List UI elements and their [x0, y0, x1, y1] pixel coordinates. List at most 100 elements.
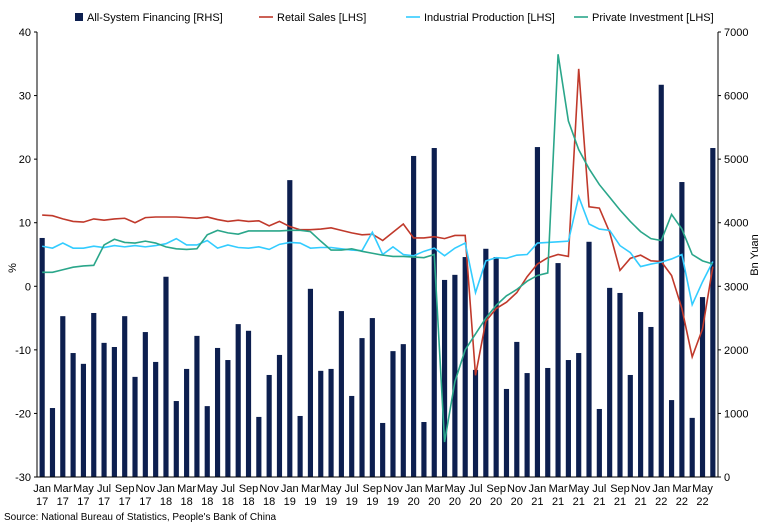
bar [80, 363, 87, 477]
bar [297, 415, 303, 477]
legend-label: All-System Financing [RHS] [87, 12, 223, 24]
bar [493, 257, 499, 477]
x-tick-label: Mar 19 [301, 483, 320, 508]
y-axis-label: % [7, 263, 19, 273]
x-tick-label: Sep 18 [239, 483, 259, 508]
bar [184, 368, 190, 477]
x-tick-label: May 22 [692, 483, 713, 508]
x-tick-label: Nov 20 [507, 483, 527, 508]
bar [359, 338, 365, 477]
bar [101, 342, 107, 477]
bar [555, 263, 561, 477]
bar [173, 401, 179, 477]
line-series [42, 54, 714, 443]
bar [565, 360, 571, 477]
bar [328, 368, 334, 477]
bar [658, 84, 664, 477]
bar [307, 288, 314, 477]
bar [596, 408, 602, 477]
bar [617, 292, 623, 477]
y-tick-label: 0 [25, 281, 31, 293]
x-tick-label: Sep 21 [610, 483, 630, 508]
x-tick-label: Jul 21 [592, 483, 606, 508]
x-tick-label: Sep 20 [486, 483, 506, 508]
line-series [42, 193, 714, 308]
bar [318, 370, 324, 477]
bar [349, 395, 355, 477]
bar [245, 330, 252, 477]
x-tick-label: Sep 17 [115, 483, 135, 508]
x-tick-label: Jan 17 [33, 483, 51, 508]
bar [380, 422, 386, 477]
bar [256, 416, 262, 477]
y-tick-label: -20 [15, 408, 31, 420]
bar [132, 376, 138, 477]
x-tick-label: Nov 18 [259, 483, 279, 508]
x-tick-label: Jul 20 [468, 483, 482, 508]
x-tick-label: Jul 18 [221, 483, 235, 508]
bar [441, 279, 448, 477]
bar [60, 316, 66, 477]
bar [266, 374, 272, 477]
bar [576, 353, 582, 477]
y2-tick-label: 3000 [724, 281, 748, 293]
bar [524, 373, 530, 477]
bar [225, 360, 231, 477]
y2-axis-label: Bn Yuan [749, 234, 761, 275]
bar [369, 318, 375, 477]
bar [431, 148, 437, 477]
x-tick-label: May 17 [73, 483, 94, 508]
bar [122, 316, 128, 477]
legend-label: Industrial Production [LHS] [424, 12, 555, 24]
x-tick-label: May 20 [444, 483, 465, 508]
y2-tick-label: 7000 [724, 27, 748, 39]
y-tick-label: 40 [19, 27, 31, 39]
bar [163, 276, 169, 477]
x-tick-label: Nov 19 [383, 483, 403, 508]
bar [472, 369, 479, 477]
bar [627, 374, 633, 477]
source-note: Source: National Bureau of Statistics, P… [4, 512, 276, 523]
y2-tick-label: 5000 [724, 154, 748, 166]
x-tick-label: Jan 19 [281, 483, 299, 508]
x-tick-label: Mar 22 [672, 483, 691, 508]
y-tick-label: -10 [15, 345, 31, 357]
bar [276, 354, 283, 477]
bar [668, 400, 675, 477]
y2-tick-label: 0 [724, 472, 730, 484]
bar [204, 406, 210, 477]
bar [91, 312, 97, 477]
bar [483, 248, 489, 477]
bar [462, 257, 468, 477]
bar [586, 241, 592, 477]
bar [710, 148, 716, 477]
x-tick-label: Jul 17 [97, 483, 111, 508]
bar [699, 297, 706, 477]
bar [689, 417, 695, 477]
bar [638, 312, 644, 477]
x-tick-label: Mar 17 [53, 483, 72, 508]
y-tick-label: 30 [19, 91, 31, 103]
y2-tick-label: 1000 [724, 408, 748, 420]
x-tick-label: May 21 [568, 483, 589, 508]
bar [421, 422, 427, 477]
bar [390, 351, 396, 477]
y-tick-label: -30 [15, 472, 31, 484]
y2-tick-label: 2000 [724, 345, 748, 357]
bar [545, 367, 551, 477]
y-tick-label: 10 [19, 218, 31, 230]
legend-label: Retail Sales [LHS] [277, 12, 366, 24]
bar [452, 274, 458, 477]
x-tick-label: May 19 [321, 483, 342, 508]
bar [49, 408, 56, 477]
x-tick-label: Sep 19 [363, 483, 383, 508]
bar [287, 180, 293, 477]
bar [111, 346, 117, 477]
bar [142, 332, 148, 477]
x-tick-label: Nov 17 [136, 483, 156, 508]
bar [411, 155, 417, 477]
x-tick-label: Jan 18 [157, 483, 175, 508]
line-series [42, 68, 714, 376]
x-tick-label: Mar 20 [425, 483, 444, 508]
